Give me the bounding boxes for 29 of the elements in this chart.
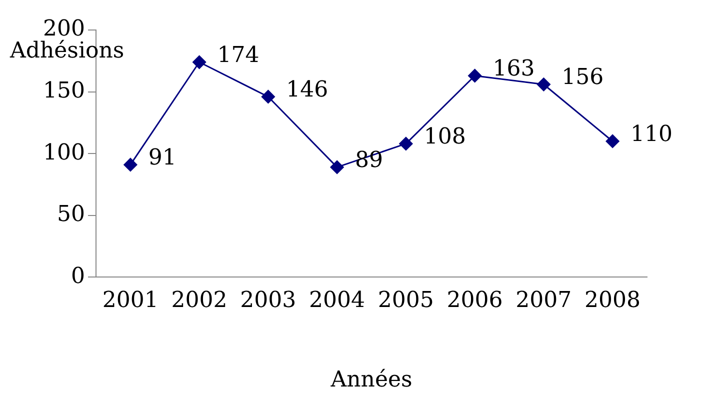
- x-tick-label: 2007: [516, 288, 572, 314]
- data-label: 110: [630, 122, 673, 147]
- x-tick-label: 2006: [446, 288, 503, 314]
- y-tick-label: 150: [42, 78, 85, 104]
- x-tick-label: 2001: [102, 288, 158, 314]
- data-label: 174: [217, 42, 260, 68]
- x-tick-label: 2005: [378, 288, 434, 314]
- x-tick-label: 2008: [584, 288, 641, 314]
- point: [261, 90, 275, 104]
- y-tick-label: 100: [42, 140, 85, 166]
- y-axis-title: Adhésions: [9, 38, 124, 64]
- point: [399, 136, 413, 150]
- x-tick-label: 2002: [171, 288, 228, 314]
- data-label: 91: [148, 145, 176, 170]
- x-tick-label: 2003: [240, 288, 296, 314]
- y-tick-label: 50: [56, 202, 85, 228]
- point: [330, 160, 344, 174]
- data-label: 156: [562, 65, 604, 90]
- x-tick-label: 2004: [309, 288, 366, 314]
- point: [468, 68, 482, 82]
- point: [606, 134, 620, 148]
- data-label: 163: [492, 56, 535, 82]
- point: [124, 158, 138, 172]
- y-tick-label: 0: [70, 264, 85, 289]
- data-label: 108: [424, 124, 466, 150]
- x-axis-title: Années: [330, 368, 412, 393]
- point: [536, 78, 550, 92]
- point: [192, 55, 206, 69]
- data-label: 146: [286, 77, 328, 102]
